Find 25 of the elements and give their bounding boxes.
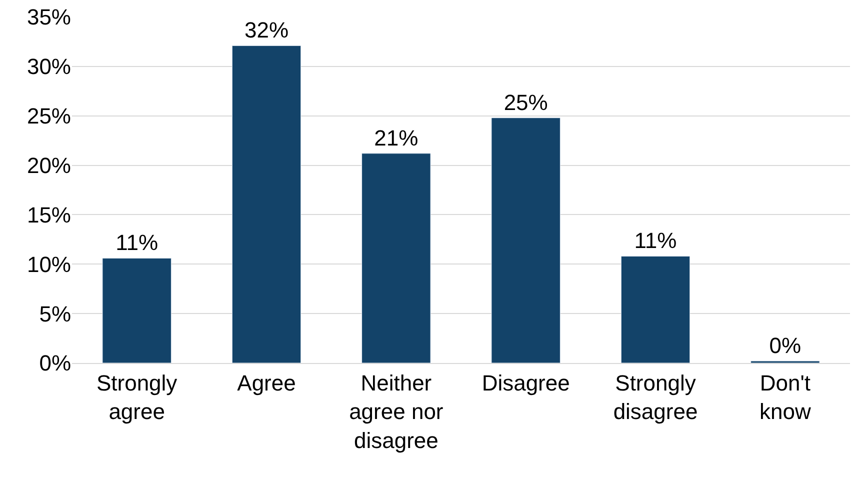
y-tick-label: 35%	[26, 4, 71, 30]
data-label: 0%	[769, 333, 802, 358]
x-tick-label: Strongly agree	[96, 370, 178, 424]
y-tick-label: 5%	[39, 301, 71, 326]
bar	[232, 45, 302, 363]
x-tick-label: Don't know	[759, 370, 811, 424]
bar	[102, 258, 172, 363]
y-tick-label: 25%	[26, 104, 71, 129]
data-label: 11%	[116, 230, 158, 256]
y-tick-label: 10%	[26, 252, 71, 277]
bar	[491, 118, 560, 363]
data-label: 25%	[504, 90, 548, 115]
data-label: 21%	[374, 125, 418, 150]
data-label: 32%	[244, 18, 289, 43]
data-label: 11%	[634, 228, 677, 254]
y-tick-label: 0%	[39, 350, 71, 376]
bar	[362, 153, 431, 363]
x-tick-label: Agree	[237, 370, 296, 396]
x-tick-label: Strongly disagree	[613, 370, 698, 424]
y-tick-label: 20%	[26, 152, 71, 178]
x-tick-label: Neither agree nor disagree	[349, 370, 444, 453]
y-tick-label: 30%	[26, 54, 71, 80]
y-tick-label: 15%	[26, 202, 71, 228]
bar	[620, 256, 690, 363]
x-tick-label: Disagree	[482, 370, 570, 396]
